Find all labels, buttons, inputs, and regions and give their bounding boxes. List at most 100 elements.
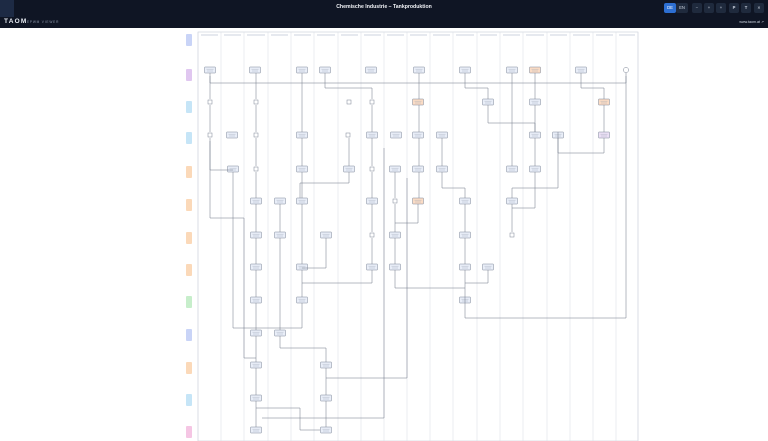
process-node[interactable]	[204, 66, 216, 74]
p-button[interactable]: P	[729, 3, 739, 13]
connector-line	[580, 73, 605, 99]
row-label	[186, 101, 192, 113]
process-node[interactable]	[389, 165, 401, 173]
process-node[interactable]	[436, 165, 448, 173]
process-node[interactable]	[274, 329, 286, 337]
process-node[interactable]	[529, 165, 541, 173]
process-node[interactable]	[227, 165, 239, 173]
decision-node[interactable]	[369, 232, 375, 238]
process-node[interactable]	[459, 197, 471, 205]
zoom-out-button[interactable]: −	[692, 3, 702, 13]
decision-node[interactable]	[392, 198, 398, 204]
lane-header	[619, 34, 635, 36]
decision-node[interactable]	[509, 232, 515, 238]
row-label	[186, 232, 192, 244]
process-node[interactable]	[320, 361, 332, 369]
process-node[interactable]	[249, 66, 261, 74]
process-node[interactable]	[529, 98, 541, 106]
process-node[interactable]	[598, 131, 610, 139]
connector-line	[262, 148, 385, 419]
lane-header	[456, 34, 474, 36]
top-bar: TAOM EPWM VIEWER Chemische Industrie – T…	[0, 0, 768, 28]
process-node[interactable]	[366, 263, 378, 271]
decision-node[interactable]	[253, 166, 259, 172]
process-node[interactable]	[413, 66, 425, 74]
process-node[interactable]	[506, 165, 518, 173]
process-node[interactable]	[366, 131, 378, 139]
process-node[interactable]	[389, 231, 401, 239]
row-label	[186, 199, 192, 211]
decision-node[interactable]	[346, 99, 352, 105]
lane-header	[294, 34, 311, 36]
decision-node[interactable]	[369, 166, 375, 172]
lane-header	[341, 34, 358, 36]
process-node[interactable]	[482, 263, 494, 271]
process-node[interactable]	[459, 263, 471, 271]
process-node[interactable]	[529, 66, 541, 74]
language-de-button[interactable]: DE	[664, 3, 676, 13]
process-node[interactable]	[412, 197, 424, 205]
process-node[interactable]	[250, 394, 262, 402]
logo[interactable]: TAOM	[4, 18, 28, 25]
decision-node[interactable]	[369, 99, 375, 105]
process-node[interactable]	[296, 165, 308, 173]
process-node[interactable]	[506, 66, 518, 74]
process-node[interactable]	[506, 197, 518, 205]
decision-node[interactable]	[207, 99, 213, 105]
row-label	[186, 362, 192, 374]
process-node[interactable]	[365, 66, 377, 74]
process-node[interactable]	[412, 165, 424, 173]
process-node[interactable]	[459, 231, 471, 239]
language-en-button[interactable]: EN	[676, 3, 688, 13]
process-node[interactable]	[412, 98, 424, 106]
process-node[interactable]	[459, 66, 471, 74]
lane-header	[201, 34, 218, 36]
process-node[interactable]	[250, 231, 262, 239]
process-node[interactable]	[296, 197, 308, 205]
row-label	[186, 34, 192, 46]
process-node[interactable]	[598, 98, 610, 106]
process-node[interactable]	[412, 131, 424, 139]
process-node[interactable]	[366, 197, 378, 205]
process-node[interactable]	[296, 263, 308, 271]
lane-header	[573, 34, 590, 36]
process-node[interactable]	[319, 66, 331, 74]
process-node[interactable]	[250, 361, 262, 369]
lane-header	[550, 34, 567, 36]
connector-line	[512, 172, 536, 209]
process-node[interactable]	[482, 98, 494, 106]
process-node[interactable]	[296, 66, 308, 74]
process-node[interactable]	[274, 197, 286, 205]
process-node[interactable]	[575, 66, 587, 74]
process-node[interactable]	[390, 131, 402, 139]
decision-node[interactable]	[345, 132, 351, 138]
process-node[interactable]	[320, 426, 332, 434]
website-link[interactable]: www.taom.at ↗	[739, 19, 764, 24]
process-node[interactable]	[250, 296, 262, 304]
decision-node[interactable]	[253, 99, 259, 105]
process-node[interactable]	[250, 426, 262, 434]
process-node[interactable]	[389, 263, 401, 271]
process-node[interactable]	[250, 263, 262, 271]
process-node[interactable]	[226, 131, 238, 139]
process-node[interactable]	[320, 394, 332, 402]
process-node[interactable]	[274, 231, 286, 239]
process-node[interactable]	[436, 131, 448, 139]
process-node[interactable]	[250, 329, 262, 337]
process-node[interactable]	[250, 197, 262, 205]
close-button[interactable]: ✕	[754, 3, 764, 13]
lane-header	[503, 34, 520, 36]
zoom-reset-button[interactable]: +	[704, 3, 714, 13]
row-label	[186, 132, 192, 144]
process-node[interactable]	[296, 296, 308, 304]
process-node[interactable]	[296, 131, 308, 139]
decision-node[interactable]	[207, 132, 213, 138]
process-node[interactable]	[529, 131, 541, 139]
connector-line	[324, 73, 373, 99]
t-button[interactable]: T	[741, 3, 751, 13]
decision-node[interactable]	[253, 132, 259, 138]
process-node[interactable]	[320, 231, 332, 239]
zoom-in-button[interactable]: +	[716, 3, 726, 13]
process-node[interactable]	[343, 165, 355, 173]
end-node[interactable]	[623, 67, 629, 73]
